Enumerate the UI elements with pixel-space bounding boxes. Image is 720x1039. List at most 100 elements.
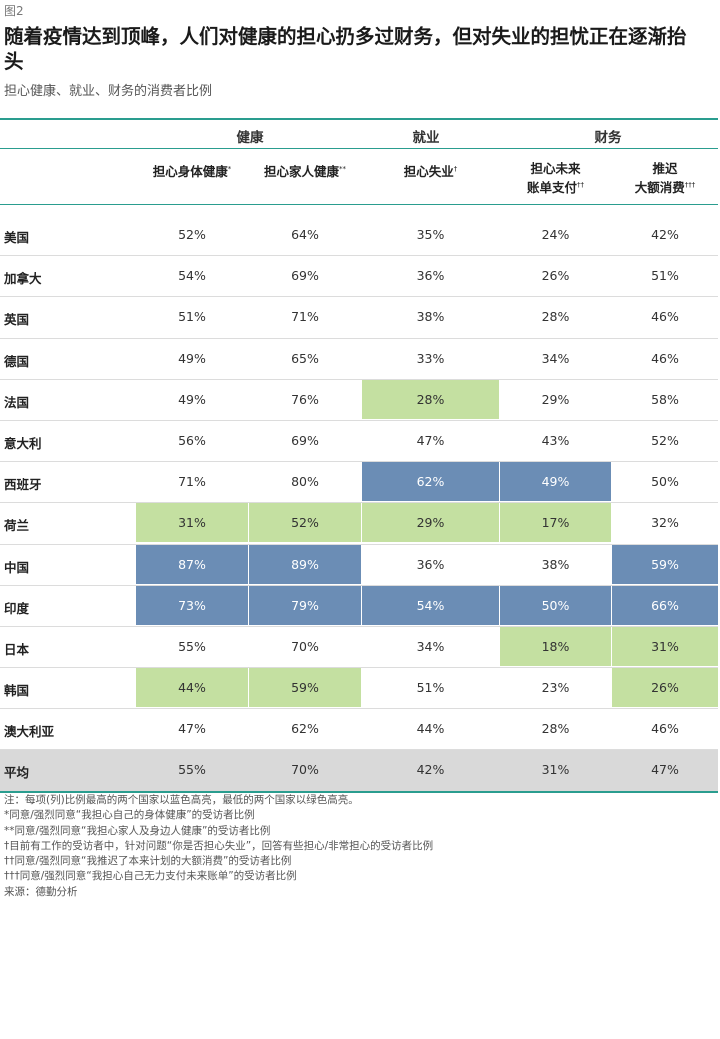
column-header: 担心失业†: [403, 164, 458, 180]
average-row: 平均 55% 70% 42% 31% 47%: [0, 750, 718, 793]
column-header-row: 担心身体健康* 担心家人健康** 担心失业† 担心未来 账单支付†† 推迟 大额消费††…: [0, 149, 718, 205]
footnotes: 注：每项(列)比例最高的两个国家以蓝色高亮，最低的两个国家以绿色高亮。 *同意/强…: [4, 793, 433, 900]
table-cell: 52%: [651, 432, 679, 448]
country-label: 加拿大: [4, 271, 42, 287]
table-cell: 34%: [541, 350, 570, 366]
footnote-mark: **: [339, 165, 346, 173]
table-cell: 28%: [541, 309, 570, 325]
country-label: 英国: [4, 312, 30, 328]
table-cell: 49%: [178, 350, 206, 366]
group-header: 健康: [236, 130, 264, 146]
table-cell: 26%: [612, 668, 718, 708]
table-cell: 18%: [500, 626, 611, 666]
table-cell: 69%: [291, 432, 319, 448]
table-row: 西班牙 71% 80% 62% 49% 50%: [0, 462, 718, 504]
table-cell: 51%: [416, 680, 445, 696]
table-cell: 59%: [249, 668, 361, 708]
table-cell: 17%: [500, 503, 611, 543]
table-cell: 28%: [541, 721, 570, 737]
table-row: 意大利 56% 69% 47% 43% 52%: [0, 421, 718, 463]
table-body: 美国 52% 64% 35% 24% 42% 加拿大 54% 69% 36% 26% 51% 英国 51%…: [0, 215, 718, 793]
table-cell: 62%: [362, 462, 499, 502]
footnote-mark: ††: [577, 181, 584, 189]
country-label: 日本: [4, 641, 30, 657]
column-header: 担心未来 账单支付††: [526, 161, 584, 196]
table-row: 加拿大 54% 69% 36% 26% 51%: [0, 256, 718, 298]
table-cell: 43%: [541, 432, 570, 448]
table-cell: 38%: [416, 309, 445, 325]
table-cell: 59%: [612, 544, 718, 584]
table-row: 印度 73% 79% 54% 50% 66%: [0, 585, 718, 627]
table-cell: 89%: [249, 544, 361, 584]
footnote-mark: †††: [684, 181, 696, 189]
table-cell: 49%: [178, 391, 206, 407]
footnote-line: 来源：德勤分析: [4, 885, 78, 898]
table-row: 英国 51% 71% 38% 28% 46%: [0, 297, 718, 339]
table-cell: 51%: [178, 309, 206, 325]
table-cell: 35%: [416, 227, 445, 242]
footnote-line: *同意/强烈同意“我担心自己的身体健康”的受访者比例: [4, 809, 255, 822]
table-cell: 58%: [651, 391, 679, 407]
country-label: 澳大利亚: [4, 724, 55, 740]
table-cell: 46%: [651, 721, 679, 737]
table-row: 韩国 44% 59% 51% 23% 26%: [0, 668, 718, 710]
country-label: 西班牙: [4, 477, 42, 493]
table-cell: 26%: [541, 268, 570, 284]
footnote-line: 注：每项(列)比例最高的两个国家以蓝色高亮，最低的两个国家以绿色高亮。: [4, 794, 359, 806]
country-label: 意大利: [4, 435, 42, 451]
table-row: 澳大利亚 47% 62% 44% 28% 46%: [0, 709, 718, 751]
table-cell: 47%: [178, 721, 206, 737]
table-cell: 31%: [612, 626, 718, 666]
table-cell: 31%: [136, 503, 248, 543]
chart-subtitle: 担心健康、就业、财务的消费者比例: [4, 84, 213, 99]
table-cell: 50%: [500, 585, 611, 625]
table-cell: 50%: [651, 474, 679, 490]
table-cell: 76%: [291, 391, 319, 407]
table-cell: 23%: [541, 680, 570, 696]
country-label: 法国: [4, 394, 30, 410]
table-cell: 80%: [291, 474, 319, 490]
table-cell: 24%: [541, 227, 570, 242]
table-cell: 62%: [291, 721, 319, 737]
table-cell: 47%: [416, 432, 445, 448]
country-label: 美国: [4, 230, 30, 245]
table-cell: 38%: [541, 556, 570, 572]
table-cell: 42%: [416, 762, 445, 778]
table-cell: 47%: [651, 762, 679, 778]
group-header: 财务: [594, 130, 622, 146]
table-cell: 70%: [291, 638, 319, 654]
table-cell: 49%: [500, 462, 611, 502]
table-cell: 29%: [362, 503, 499, 543]
table-cell: 44%: [136, 668, 248, 708]
table-row: 中国 87% 89% 36% 38% 59%: [0, 544, 718, 586]
table-cell: 34%: [416, 638, 445, 654]
footnote-mark: *: [227, 165, 232, 173]
country-label: 印度: [4, 600, 30, 616]
data-table: 健康 就业 财务 担心身体健康* 担心家人健康** 担心失业† 担心未来 账单支付†† 推迟…: [0, 118, 718, 793]
figure-label: 图2: [4, 4, 24, 18]
table-row: 德国 49% 65% 33% 34% 46%: [0, 339, 718, 380]
table-cell: 51%: [651, 268, 679, 284]
table-cell: 65%: [291, 350, 319, 366]
column-header: 推迟 大额消费†††: [634, 161, 696, 196]
country-label: 中国: [4, 559, 30, 575]
table-cell: 54%: [362, 585, 499, 625]
country-label: 韩国: [4, 683, 30, 699]
footnote-line: †††同意/强烈同意“我担心自己无力支付未来账单”的受访者比例: [4, 870, 297, 883]
country-label: 荷兰: [4, 518, 30, 534]
table-row: 法国 49% 76% 28% 29% 58%: [0, 379, 718, 421]
country-label: 平均: [4, 765, 30, 781]
table-cell: 69%: [291, 268, 319, 284]
table-row: 荷兰 31% 52% 29% 17% 32%: [0, 503, 718, 545]
table-cell: 42%: [651, 227, 679, 242]
table-cell: 32%: [651, 515, 679, 531]
table-cell: 28%: [362, 379, 499, 419]
table-cell: 73%: [136, 585, 248, 625]
table-cell: 71%: [291, 309, 319, 325]
table-cell: 71%: [178, 474, 206, 490]
table-cell: 54%: [178, 268, 206, 284]
table-cell: 55%: [178, 762, 206, 778]
country-label: 德国: [4, 353, 30, 369]
table-cell: 36%: [416, 268, 445, 284]
table-cell: 31%: [541, 762, 570, 778]
